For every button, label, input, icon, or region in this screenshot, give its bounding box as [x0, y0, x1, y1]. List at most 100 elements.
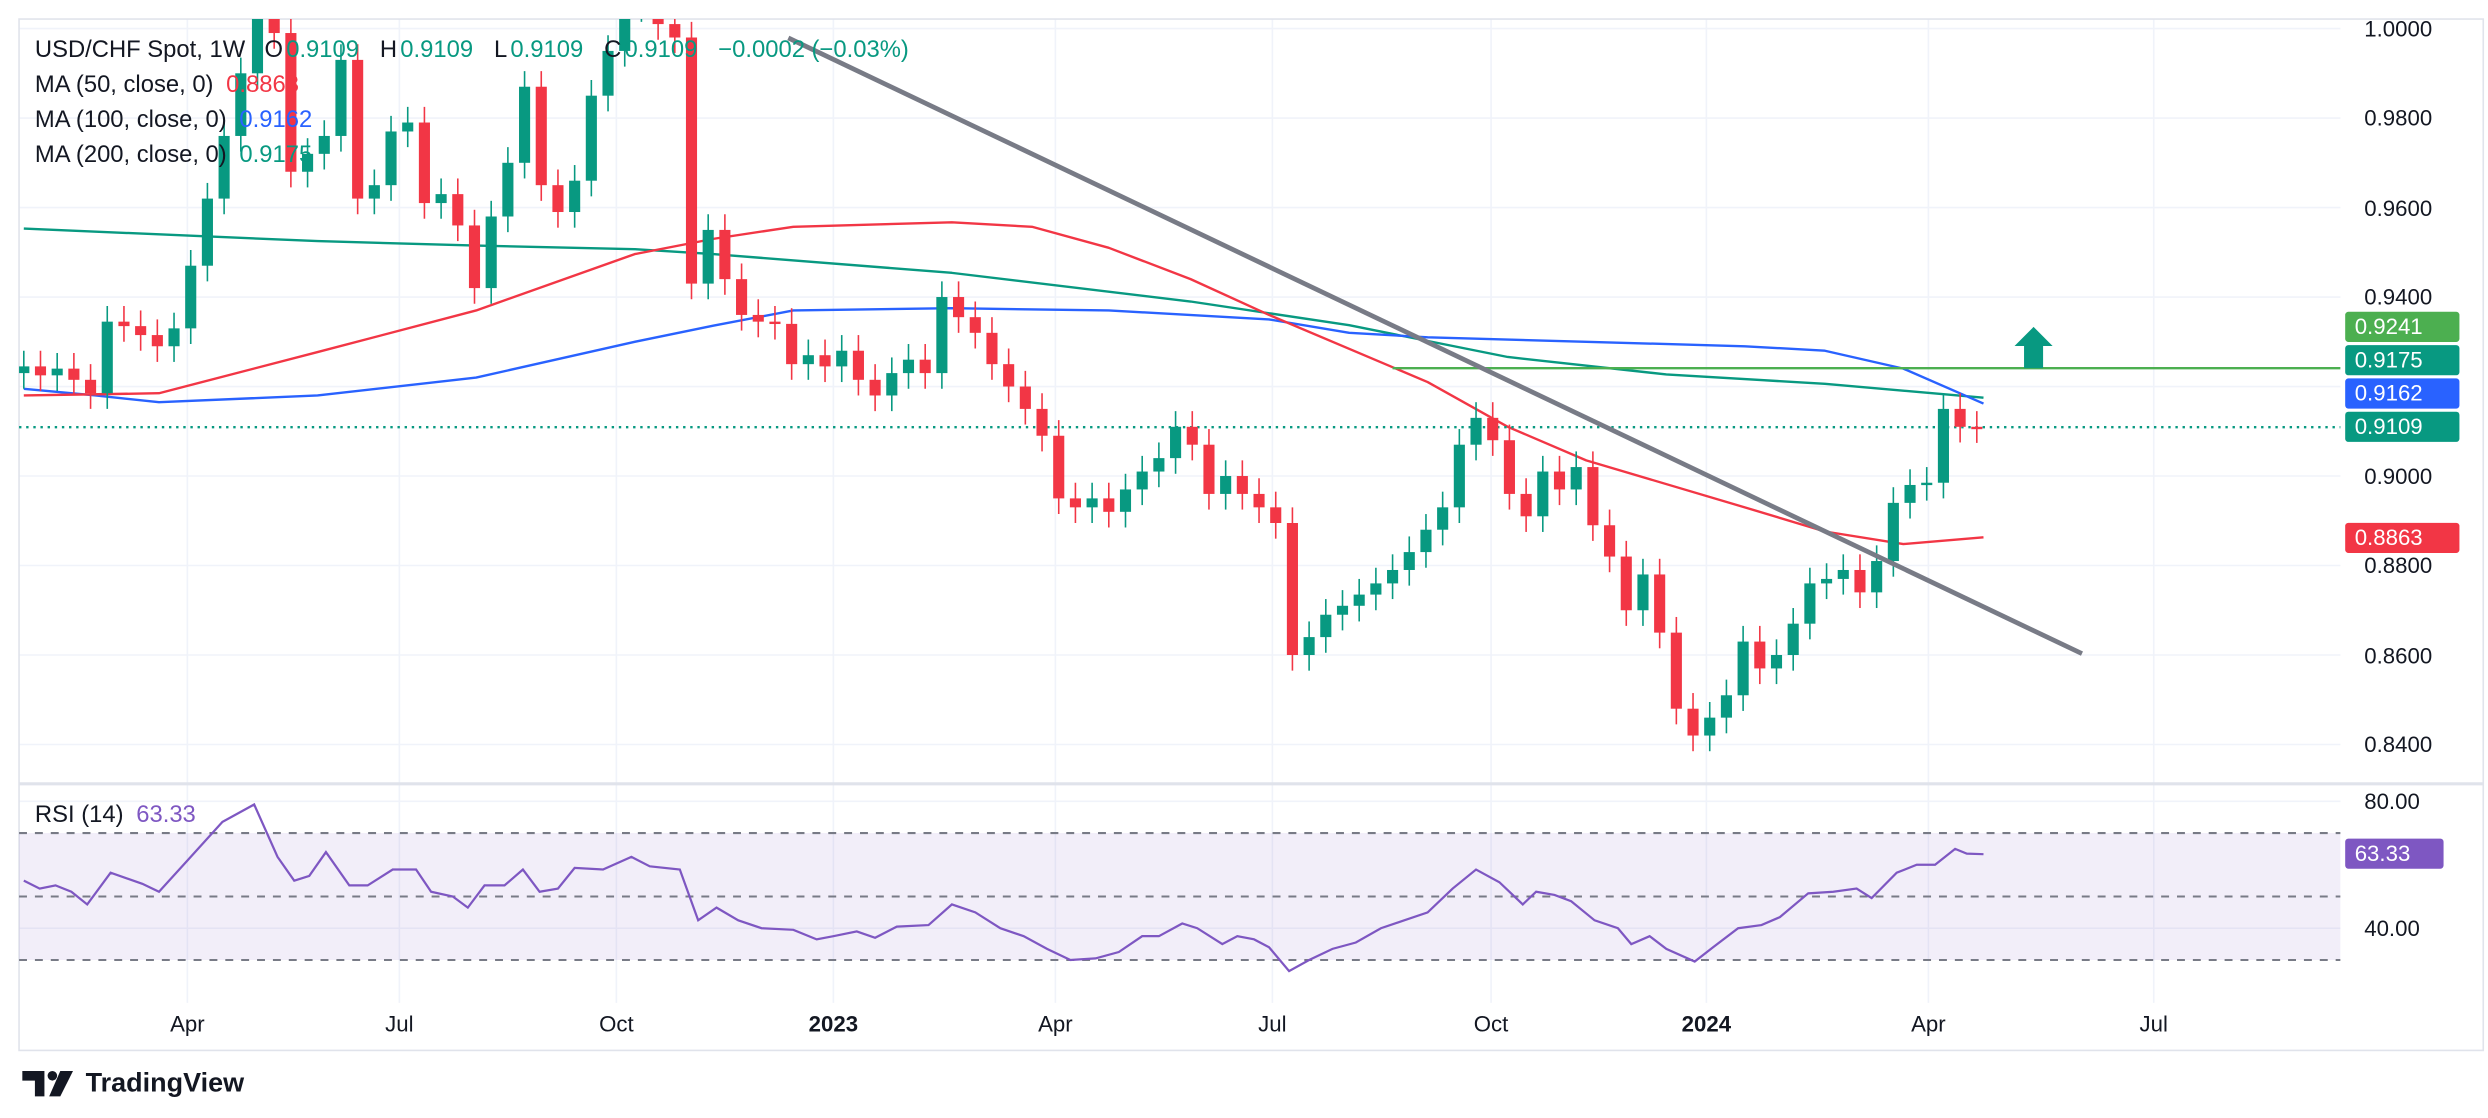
candle — [251, 19, 264, 89]
candle — [953, 281, 965, 333]
candle-body — [552, 185, 564, 213]
candle — [1737, 625, 1749, 711]
candle — [702, 214, 714, 300]
candle — [902, 344, 915, 389]
candle — [452, 178, 464, 242]
candle-body — [1954, 408, 1966, 427]
open-label: O — [264, 36, 284, 64]
legend-ma200[interactable]: MA (200, close, 0) 0.9175 — [35, 140, 316, 172]
candle — [535, 71, 547, 201]
candle-body — [1236, 476, 1248, 494]
candle-body — [1286, 523, 1298, 656]
price-tag[interactable]: 0.9175 — [2345, 345, 2460, 376]
candle — [235, 57, 247, 152]
price-tag[interactable]: 0.9241 — [2345, 312, 2460, 343]
time-axis-label: Jul — [385, 1010, 414, 1037]
legend-rsi[interactable]: RSI (14) 63.33 — [35, 800, 199, 832]
candle — [1286, 507, 1298, 671]
candle — [1069, 482, 1081, 524]
candle-body — [1503, 440, 1515, 494]
candle-body — [1971, 426, 1983, 430]
candle-body — [101, 321, 113, 394]
candle-body — [936, 297, 948, 374]
candle — [402, 106, 414, 148]
candle — [68, 352, 80, 396]
candle-body — [652, 19, 664, 25]
candle-body — [786, 323, 798, 365]
candle — [519, 71, 531, 179]
candle — [919, 344, 931, 389]
candle — [869, 364, 881, 412]
candle-body — [1570, 467, 1582, 490]
price-tag[interactable]: 0.9162 — [2345, 378, 2460, 409]
ma200-value: 0.9175 — [239, 141, 313, 169]
candle-body — [569, 180, 581, 213]
candle-body — [285, 33, 297, 172]
candle — [318, 120, 330, 170]
candle — [1904, 469, 1916, 519]
tradingview-logo-icon — [22, 1071, 73, 1097]
candle — [986, 317, 998, 380]
candle — [285, 19, 297, 188]
legend-ma50[interactable]: MA (50, close, 0) 0.8863 — [35, 70, 302, 102]
candle — [852, 335, 864, 396]
candle-body — [585, 95, 597, 181]
candle — [1720, 679, 1732, 734]
tradingview-logo[interactable]: TradingView — [22, 1068, 244, 1100]
candle-body — [268, 19, 280, 34]
rsi-axis-label: 40.00 — [2364, 915, 2420, 941]
arrow-up-icon — [2014, 326, 2053, 369]
candle — [368, 169, 380, 215]
time-axis-label: 2024 — [1681, 1010, 1732, 1037]
candle — [352, 44, 364, 215]
candle — [1553, 455, 1566, 506]
candle-body — [185, 265, 197, 329]
candle-body — [1871, 561, 1883, 593]
candle-body — [1937, 408, 1949, 483]
candle-body — [51, 368, 63, 376]
candle — [752, 299, 764, 338]
legend-ma100[interactable]: MA (100, close, 0) 0.9162 — [35, 105, 316, 137]
candle — [502, 147, 514, 233]
symbol-title[interactable]: USD/CHF Spot, 1W — [34, 36, 246, 64]
rsi-value-tag[interactable]: 63.33 — [2345, 839, 2444, 870]
price-axis-label: 0.8800 — [2364, 552, 2433, 579]
candle-body — [1754, 641, 1766, 669]
candle — [1053, 420, 1065, 515]
legend-ohlc: USD/CHF Spot, 1W O 0.9109 H 0.9109 L 0.9109… — [35, 35, 923, 67]
price-axis-label: 0.9400 — [2364, 284, 2433, 310]
candle-body — [902, 359, 915, 374]
time-axis-label: Jul — [1258, 1010, 1287, 1037]
price-axis-label: 1.0000 — [2364, 15, 2433, 42]
candle-body — [1203, 444, 1215, 494]
candle — [569, 165, 581, 228]
price-tag[interactable]: 0.9109 — [2345, 412, 2460, 443]
close-label: C — [604, 36, 622, 64]
rsi-value: 63.33 — [136, 801, 196, 829]
candle — [1971, 411, 1983, 443]
candle — [1036, 393, 1048, 452]
candle-body — [201, 198, 213, 266]
price-axis-label: 0.9000 — [2364, 463, 2433, 489]
candle — [1487, 402, 1499, 456]
candle-body — [1086, 498, 1098, 508]
candle-body — [1220, 476, 1232, 494]
candle-body — [719, 229, 731, 280]
candle-body — [1370, 583, 1382, 595]
candle-body — [168, 328, 180, 347]
candle-body — [602, 50, 614, 96]
price-tag[interactable]: 0.8863 — [2345, 522, 2460, 553]
candle — [135, 310, 147, 351]
candle — [168, 312, 180, 362]
candle-body — [702, 229, 714, 284]
candle — [1420, 514, 1432, 568]
candle — [1854, 554, 1866, 609]
candle — [51, 352, 63, 392]
candle — [201, 182, 213, 282]
candle-body — [1670, 632, 1682, 709]
rsi-pane — [19, 802, 2341, 973]
candle — [786, 308, 798, 380]
candle — [1954, 393, 1966, 443]
candle-body — [19, 366, 30, 374]
